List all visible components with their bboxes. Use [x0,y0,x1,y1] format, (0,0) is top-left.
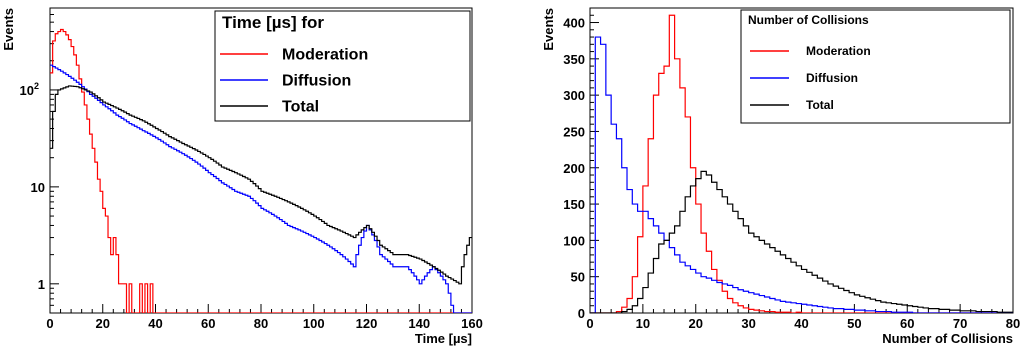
collisions-histogram-panel: 0 10 20 30 40 50 60 70 80 0 50 100 150 200 250 300 350 40… [541,8,1020,346]
x-tick-label: 160 [461,316,483,331]
y-tick-label: 50 [571,270,585,285]
y-tick-label: 350 [563,52,585,67]
y-tick-label: 10 [31,180,45,195]
legend-entry-total: Total [282,99,319,116]
legend-entry-diffusion: Diffusion [806,71,858,85]
x-tick-label: 20 [689,316,703,331]
x-tick-label: 60 [201,316,215,331]
legend-title: Number of Collisions [748,13,869,27]
x-tick-label: 120 [356,316,378,331]
legend-entry-total: Total [806,98,834,112]
x-tick-label: 10 [636,316,650,331]
x-tick-label: 80 [254,316,268,331]
legend-entry-moderation: Moderation [282,47,368,64]
x-tick-label: 70 [953,316,967,331]
y-tick-label: 400 [563,16,585,31]
x-tick-label: 0 [586,316,593,331]
y-tick-label: 150 [563,197,585,212]
x-tick-label: 40 [148,316,162,331]
x-tick-label: 30 [741,316,755,331]
y-tick-label: 1 [38,277,45,292]
y-tick-label: 102 [20,81,39,98]
series-total [590,171,1013,313]
x-tick-label: 40 [794,316,808,331]
y-tick-label: 100 [563,233,585,248]
y-tick-label: 200 [563,161,585,176]
y-tick-label: 0 [578,306,585,321]
time-histogram-panel: 0 20 40 60 80 100 120 140 160 1 10 102 Events Time [µ… [1,8,483,346]
legend: Number of Collisions Moderation Diffusion T… [741,10,1010,123]
y-axis-label: Events [1,8,16,51]
legend-entry-moderation: Moderation [806,44,871,58]
y-tick-label: 250 [563,124,585,139]
y-tick-label: 300 [563,88,585,103]
legend-entry-diffusion: Diffusion [282,73,351,90]
x-tick-label: 140 [408,316,430,331]
y-axis-label: Events [541,8,556,51]
x-tick-label: 20 [96,316,110,331]
x-tick-label: 50 [847,316,861,331]
x-axis-label: Time [µs] [415,331,472,346]
legend: Time [µs] for Moderation Diffusion Total [215,11,470,121]
x-tick-label: 80 [1006,316,1020,331]
x-tick-label: 100 [303,316,325,331]
x-tick-label: 0 [46,316,53,331]
legend-title: Time [µs] for [222,13,324,32]
x-axis-label: Number of Collisions [882,331,1013,346]
x-tick-label: 60 [900,316,914,331]
